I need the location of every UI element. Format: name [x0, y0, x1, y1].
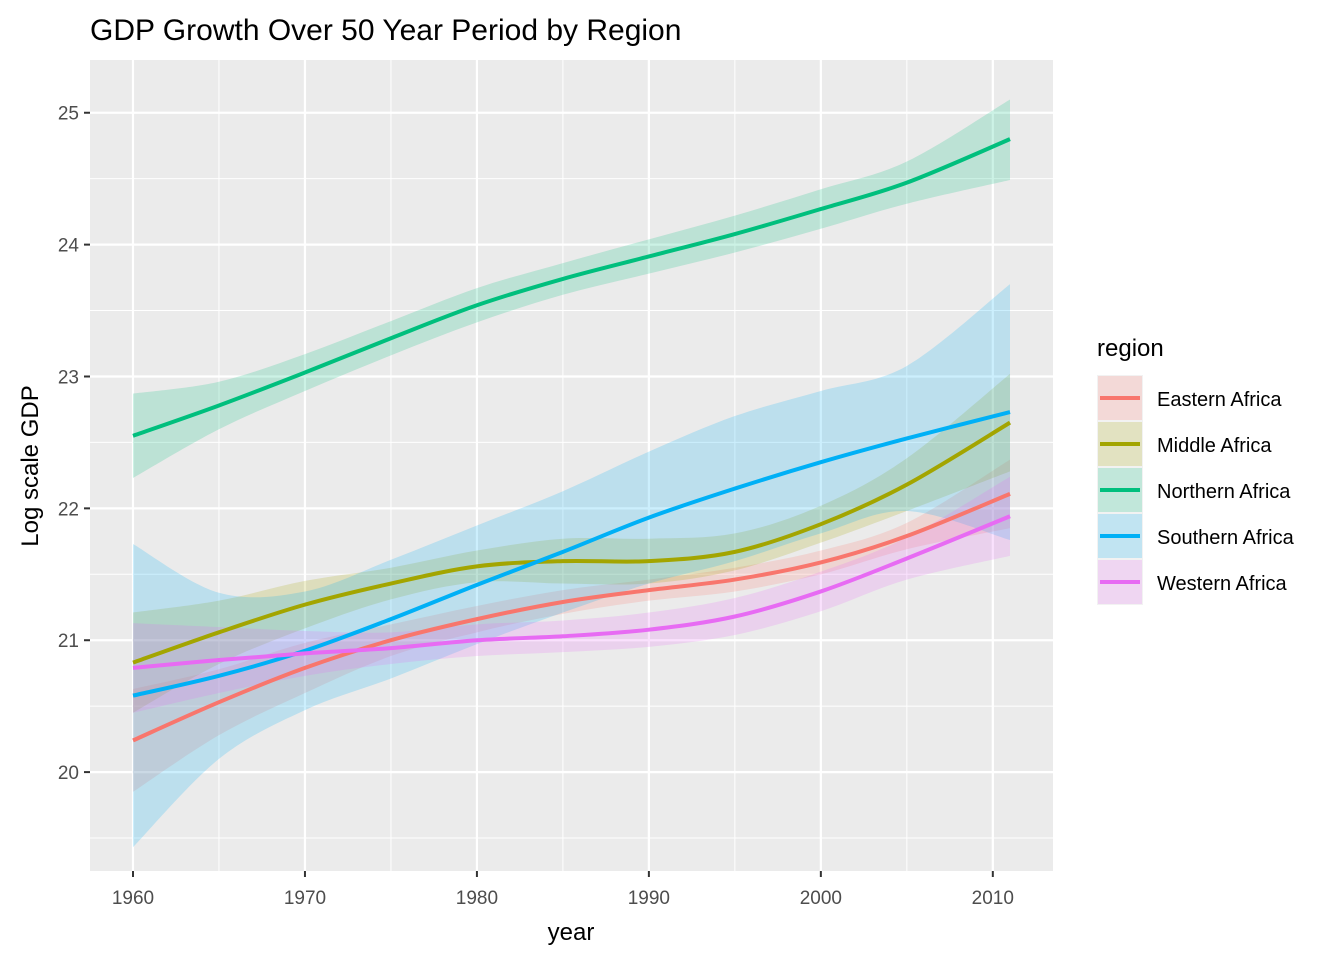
series-line [132, 514, 1011, 670]
x-tick-label: 1980 [456, 888, 498, 909]
confidence-band [132, 373, 1011, 713]
chart-title: GDP Growth Over 50 Year Period by Region [90, 14, 681, 47]
series-lines [132, 137, 1012, 743]
y-tick-label: 24 [58, 236, 80, 257]
x-tick-label: 1970 [284, 888, 326, 909]
y-axis: 20 21 22 23 24 25 [58, 104, 90, 784]
confidence-band [132, 284, 1011, 848]
series-line [132, 491, 1011, 743]
grid-major [90, 60, 1053, 871]
x-tick-label: 1960 [112, 888, 154, 909]
series-line [132, 410, 1011, 698]
legend: region Eastern Africa Middle Africa Northe… [1097, 335, 1295, 605]
plot-panel [90, 60, 1053, 871]
x-axis: 1960 1970 1980 1990 2000 2010 [112, 871, 1014, 909]
y-tick-label: 22 [58, 499, 79, 520]
legend-label: Western Africa [1157, 573, 1288, 595]
confidence-band [132, 99, 1011, 479]
legend-title: region [1097, 335, 1164, 362]
x-tick-label: 2000 [800, 888, 842, 909]
y-tick-label: 20 [58, 763, 79, 784]
legend-label: Southern Africa [1157, 527, 1295, 549]
y-tick-label: 21 [58, 631, 79, 652]
y-tick-label: 23 [58, 367, 79, 388]
series-line [132, 137, 1011, 438]
y-tick-label: 25 [58, 104, 79, 125]
series-line [132, 420, 1012, 665]
legend-items: Eastern Africa Middle Africa Northern Afri… [1097, 375, 1295, 605]
legend-label: Eastern Africa [1157, 389, 1282, 411]
legend-label: Northern Africa [1157, 481, 1291, 503]
x-tick-label: 2010 [972, 888, 1014, 909]
legend-label: Middle Africa [1157, 435, 1272, 457]
y-axis-title: Log scale GDP [17, 385, 44, 546]
x-tick-label: 1990 [628, 888, 670, 909]
x-axis-title: year [548, 919, 595, 946]
grid-minor [90, 60, 1053, 871]
